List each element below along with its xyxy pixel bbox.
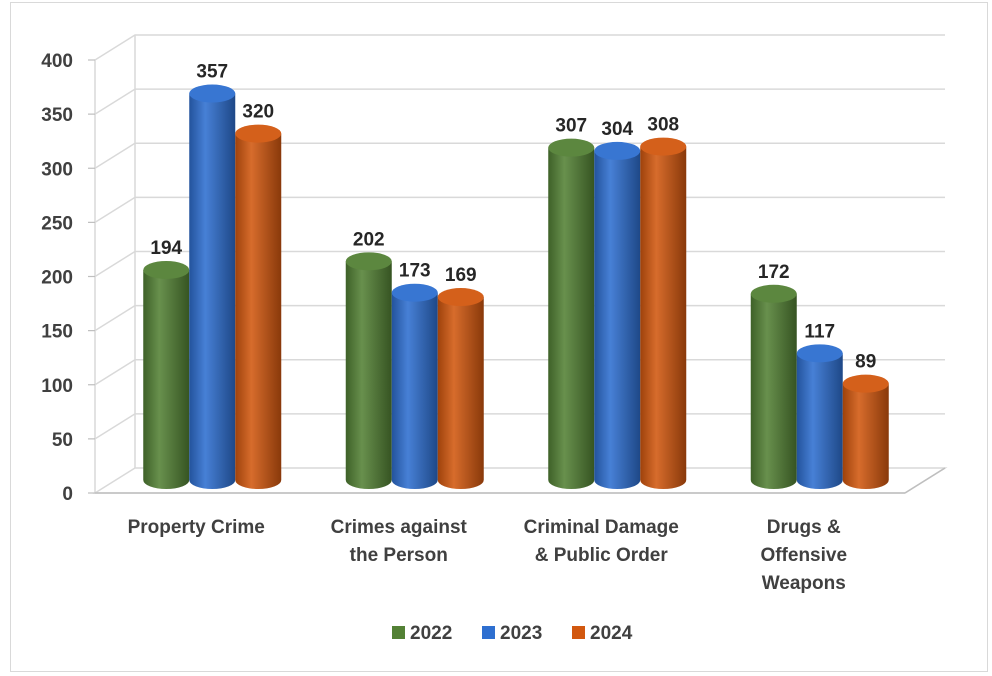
y-axis-ticks: 0 50 100 150 200 250 300 350 400: [41, 51, 95, 505]
bar-body: [345, 261, 392, 489]
bar-body: [391, 292, 438, 489]
y-tick-label: 350: [41, 105, 73, 126]
bar-top: [842, 374, 889, 393]
bar-2022-2: [548, 138, 595, 490]
bar-body: [548, 147, 595, 490]
data-label: 357: [196, 62, 228, 83]
y-tick-label: 300: [41, 159, 73, 180]
bar-top: [189, 84, 236, 103]
data-label: 308: [647, 115, 679, 136]
bar-2022-3: [750, 284, 797, 489]
bar-body: [842, 383, 889, 489]
gridline: [94, 88, 945, 115]
bar-top: [143, 260, 190, 279]
bar-top: [796, 344, 843, 363]
bar-body: [235, 133, 282, 489]
bar-body: [750, 293, 797, 489]
data-label: 307: [555, 116, 587, 137]
legend-label-2022: 2022: [410, 623, 452, 644]
y-tick-label: 150: [41, 322, 73, 343]
y-tick-label: 250: [41, 213, 73, 234]
bars: [143, 84, 889, 490]
legend-swatch-2024: [572, 626, 585, 639]
data-label: 320: [242, 102, 274, 123]
bar-2023-1: [391, 283, 438, 489]
bar-2023-3: [796, 344, 843, 489]
bar-top: [437, 288, 484, 307]
data-label: 89: [855, 352, 876, 373]
bar-body: [143, 269, 190, 489]
y-tick-label: 200: [41, 268, 73, 289]
bar-body: [594, 150, 641, 490]
data-label: 194: [150, 238, 182, 259]
bar-top: [235, 124, 282, 143]
bar-2022-1: [345, 252, 392, 489]
category-label: Crimes against the Person: [331, 517, 468, 566]
bar-body: [640, 146, 687, 489]
bar-body: [796, 353, 843, 489]
bar-2024-0: [235, 124, 282, 489]
bar-body: [437, 297, 484, 489]
data-label: 173: [399, 261, 431, 282]
legend: 2022 2023 2024: [392, 623, 633, 644]
bar-2023-2: [594, 141, 641, 490]
bar-2024-2: [640, 137, 687, 489]
floor-edge: [904, 467, 946, 494]
bar-2023-0: [189, 84, 236, 490]
category-labels: Property Crime Crimes against the Person Cr…: [128, 517, 847, 594]
bar-top: [640, 137, 687, 156]
legend-label-2024: 2024: [590, 623, 633, 644]
legend-swatch-2023: [482, 626, 495, 639]
bar-top: [345, 252, 392, 271]
bar-2022-0: [143, 260, 190, 489]
y-tick-label: 100: [41, 376, 73, 397]
legend-label-2023: 2023: [500, 623, 542, 644]
bar-top: [391, 283, 438, 302]
category-label: Drugs & Offensive Weapons: [760, 517, 847, 594]
bar-body: [189, 93, 236, 490]
bar-top: [750, 284, 797, 303]
data-label: 169: [445, 265, 477, 286]
legend-swatch-2022: [392, 626, 405, 639]
gridline: [94, 34, 945, 61]
bar-top: [548, 138, 595, 157]
category-label: Criminal Damage & Public Order: [524, 517, 679, 566]
data-label: 202: [353, 229, 385, 250]
bar-2024-1: [437, 288, 484, 489]
bar-2024-3: [842, 374, 889, 489]
y-tick-label: 0: [62, 484, 73, 505]
y-tick-label: 50: [52, 430, 73, 451]
category-label: Property Crime: [128, 517, 265, 538]
data-label: 172: [758, 262, 790, 283]
data-label: 117: [804, 321, 835, 342]
data-labels: 194 357 320 202 173 169 307 304 308 172 117 89: [150, 62, 876, 373]
bar-top: [594, 141, 641, 160]
data-label: 304: [601, 119, 633, 140]
y-tick-label: 400: [41, 51, 73, 72]
